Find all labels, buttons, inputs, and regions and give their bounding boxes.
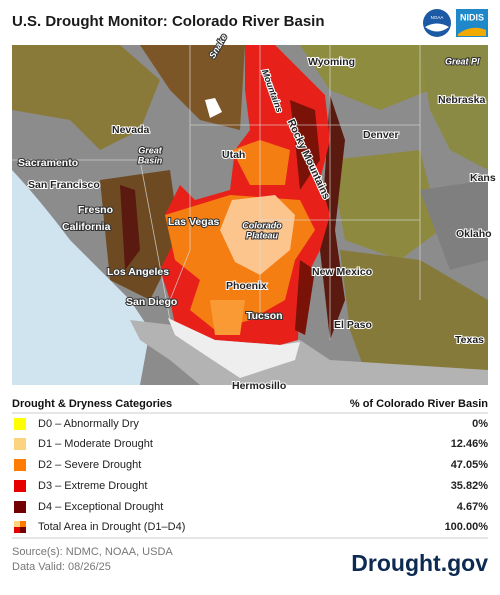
map: Wyoming Snake Mountains Great Pl Nebrask… (12, 31, 497, 393)
legend-heading: Drought & Dryness Categories (12, 398, 172, 410)
swatch (14, 521, 26, 533)
swatch (14, 438, 26, 450)
legend-label: D4 – Exceptional Drought (38, 501, 163, 513)
map-label: Las Vegas (168, 216, 220, 228)
map-label: Colorado (242, 220, 282, 230)
map-label: Phoenix (226, 280, 267, 292)
noaa-text: NOAA (431, 15, 444, 20)
map-label: Basin (138, 155, 163, 165)
legend-value: 47.05% (451, 459, 489, 471)
map-label: Utah (222, 149, 245, 161)
legend-label: D3 – Extreme Drought (38, 480, 147, 492)
map-label: San Francisco (28, 179, 100, 191)
nidis-text: NIDIS (460, 12, 484, 22)
map-label: Oklaho (456, 228, 492, 240)
map-label: Great (138, 145, 163, 155)
noaa-logo (423, 9, 451, 37)
legend-label: D0 – Abnormally Dry (38, 418, 139, 430)
swatch (14, 418, 26, 430)
swatch (14, 501, 26, 513)
map-label: Texas (455, 334, 484, 346)
map-label: Kans (470, 172, 496, 184)
map-label: Great Pl (445, 56, 480, 66)
title: U.S. Drought Monitor: Colorado River Bas… (12, 13, 325, 30)
map-label: Sacramento (18, 157, 78, 169)
legend-label: D1 – Moderate Drought (38, 438, 153, 450)
swatch (14, 480, 26, 492)
legend-value: 35.82% (451, 480, 489, 492)
legend-value: 4.67% (457, 501, 488, 513)
map-label: Denver (363, 129, 399, 141)
legend-label: D2 – Severe Drought (38, 459, 141, 471)
map-label: Los Angeles (107, 266, 169, 278)
map-label: El Paso (334, 319, 372, 331)
legend: Drought & Dryness Categories % of Colora… (12, 398, 489, 539)
map-label: Nebraska (438, 94, 485, 106)
swatch (14, 459, 26, 471)
map-label: Fresno (78, 204, 113, 216)
legend-label: Total Area in Drought (D1–D4) (38, 521, 185, 533)
map-label: New Mexico (312, 266, 372, 278)
map-label: California (62, 221, 111, 233)
date: Data Valid: 08/26/25 (12, 561, 111, 573)
map-label: Tucson (246, 310, 283, 322)
map-label: Plateau (246, 230, 279, 240)
legend-value: 100.00% (445, 521, 489, 533)
legend-value: 0% (472, 418, 488, 430)
brand: Drought.gov (351, 550, 488, 576)
legend-value-heading: % of Colorado River Basin (350, 398, 488, 410)
map-label: Wyoming (308, 56, 355, 68)
map-label: Hermosillo (232, 380, 286, 392)
source: Source(s): NDMC, NOAA, USDA (12, 546, 173, 558)
legend-value: 12.46% (451, 438, 489, 450)
map-label: Nevada (112, 124, 150, 136)
map-label: San Diego (126, 296, 177, 308)
